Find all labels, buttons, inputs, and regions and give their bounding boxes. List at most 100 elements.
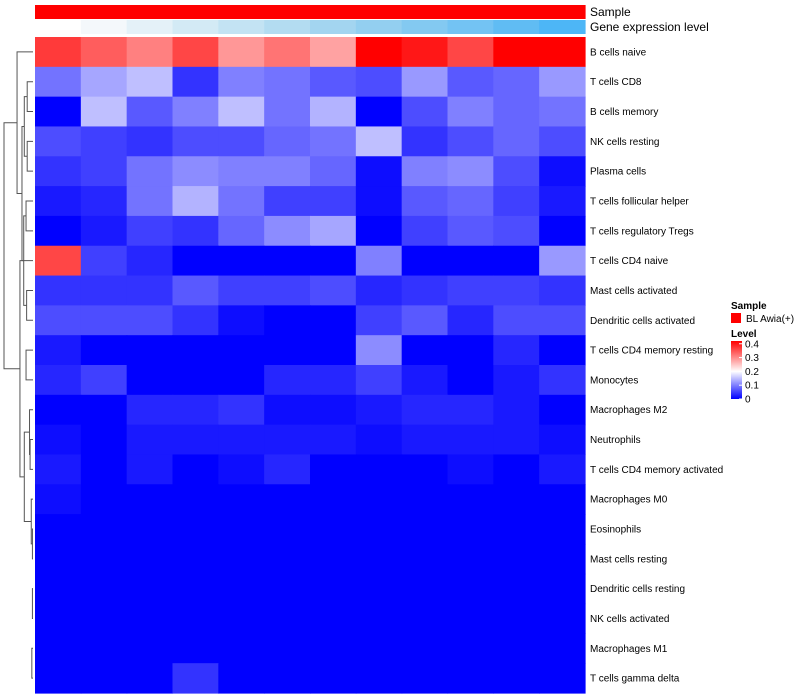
row-label: Neutrophils	[590, 435, 641, 446]
row-label: Eosinophils	[590, 525, 641, 536]
heatmap-cell-5-2	[126, 186, 174, 217]
heatmap-cell-1-3	[172, 66, 219, 98]
heatmap-cell-10-7	[355, 335, 403, 366]
heatmap-cell-6-10	[493, 215, 540, 247]
heatmap-cell-18-0	[35, 573, 82, 605]
heatmap-cell-14-8	[401, 454, 449, 485]
heatmap-cell-2-4	[218, 96, 265, 128]
annotation-cell-1-6	[310, 20, 357, 34]
heatmap-cell-8-1	[80, 275, 128, 306]
heatmap-cell-7-4	[218, 245, 265, 277]
heatmap-cell-15-11	[539, 484, 586, 515]
annotation-cell-1-5	[264, 20, 311, 34]
heatmap-cell-7-6	[310, 245, 357, 277]
heatmap-cell-11-2	[126, 365, 174, 396]
annotation-label-sample: Sample	[590, 5, 631, 19]
row-label: NK cells resting	[590, 137, 659, 148]
heatmap-cell-11-11	[539, 365, 586, 396]
annotation-cell-1-11	[539, 20, 586, 34]
heatmap-cell-14-3	[172, 454, 219, 485]
heatmap-cell-13-11	[539, 424, 586, 456]
heatmap-cell-4-8	[401, 156, 449, 187]
heatmap-cell-0-4	[218, 37, 265, 68]
heatmap-cell-7-10	[493, 245, 540, 277]
heatmap-cell-0-1	[80, 37, 128, 68]
heatmap-cell-9-7	[355, 305, 403, 336]
heatmap-cell-14-0	[35, 454, 82, 485]
row-label: T cells CD4 memory resting	[590, 346, 713, 357]
heatmap-cell-13-0	[35, 424, 82, 456]
heatmap-cell-16-0	[35, 514, 82, 545]
heatmap-cell-16-10	[493, 514, 540, 545]
heatmap-cell-11-1	[80, 365, 128, 396]
heatmap-cell-13-3	[172, 424, 219, 456]
heatmap-cell-21-10	[493, 663, 540, 694]
heatmap-cell-18-9	[447, 573, 494, 605]
heatmap-cell-19-2	[126, 603, 174, 634]
heatmap-cell-13-7	[355, 424, 403, 456]
heatmap-cell-14-4	[218, 454, 265, 485]
heatmap-cell-20-3	[172, 633, 219, 664]
heatmap-cell-8-6	[310, 275, 357, 306]
heatmap-cell-15-1	[80, 484, 128, 515]
heatmap-cell-20-5	[264, 633, 311, 664]
heatmap-cell-14-10	[493, 454, 540, 485]
heatmap-cell-11-9	[447, 365, 494, 396]
heatmap-cell-12-7	[355, 394, 403, 426]
heatmap-cell-12-3	[172, 394, 219, 426]
legend-sample-title: Sample	[731, 301, 767, 312]
heatmap-cell-11-3	[172, 365, 219, 396]
heatmap-cell-8-9	[447, 275, 494, 306]
heatmap-cell-14-9	[447, 454, 494, 485]
heatmap-cell-10-4	[218, 335, 265, 366]
row-label: Monocytes	[590, 375, 638, 386]
heatmap-cell-21-9	[447, 663, 494, 694]
row-label: Macrophages M2	[590, 405, 668, 416]
heatmap-cell-20-0	[35, 633, 82, 664]
heatmap-cell-1-1	[80, 66, 128, 98]
legend-level-title: Level	[731, 329, 757, 340]
row-label: T cells CD4 memory activated	[590, 465, 723, 476]
heatmap-cell-5-7	[355, 186, 403, 217]
heatmap-cell-6-4	[218, 215, 265, 247]
heatmap-cell-17-11	[539, 543, 586, 575]
heatmap-cell-3-0	[35, 126, 82, 157]
heatmap-cell-12-1	[80, 394, 128, 426]
legend-tick-label: 0.2	[745, 367, 759, 378]
heatmap-cell-18-8	[401, 573, 449, 605]
heatmap-cell-15-0	[35, 484, 82, 515]
heatmap-cell-6-9	[447, 215, 494, 247]
heatmap-cell-6-3	[172, 215, 219, 247]
heatmap-cell-21-4	[218, 663, 265, 694]
row-label: T cells follicular helper	[590, 197, 689, 208]
heatmap-cell-10-1	[80, 335, 128, 366]
heatmap-cell-13-1	[80, 424, 128, 456]
annotation-cell-0-4	[218, 5, 265, 19]
heatmap-cell-17-8	[401, 543, 449, 575]
heatmap-cell-17-4	[218, 543, 265, 575]
row-label: Dendritic cells resting	[590, 584, 685, 595]
heatmap-cell-18-7	[355, 573, 403, 605]
heatmap-cell-15-3	[172, 484, 219, 515]
heatmap-cell-10-0	[35, 335, 82, 366]
heatmap-cell-10-9	[447, 335, 494, 366]
heatmap-cell-2-9	[447, 96, 494, 128]
heatmap-cell-5-0	[35, 186, 82, 217]
heatmap-cell-18-10	[493, 573, 540, 605]
heatmap-cell-9-6	[310, 305, 357, 336]
heatmap-cell-0-0	[35, 37, 82, 68]
heatmap-cell-12-0	[35, 394, 82, 426]
annotation-cell-0-9	[447, 5, 494, 19]
heatmap-cell-16-3	[172, 514, 219, 545]
heatmap-cell-15-9	[447, 484, 494, 515]
heatmap-cell-21-5	[264, 663, 311, 694]
heatmap-cell-17-6	[310, 543, 357, 575]
annotation-cell-0-8	[401, 5, 449, 19]
heatmap-cell-9-5	[264, 305, 311, 336]
heatmap-cell-2-2	[126, 96, 174, 128]
heatmap-cell-17-0	[35, 543, 82, 575]
heatmap-cell-4-3	[172, 156, 219, 187]
heatmap-cell-6-2	[126, 215, 174, 247]
heatmap-cell-16-5	[264, 514, 311, 545]
heatmap-cell-13-5	[264, 424, 311, 456]
